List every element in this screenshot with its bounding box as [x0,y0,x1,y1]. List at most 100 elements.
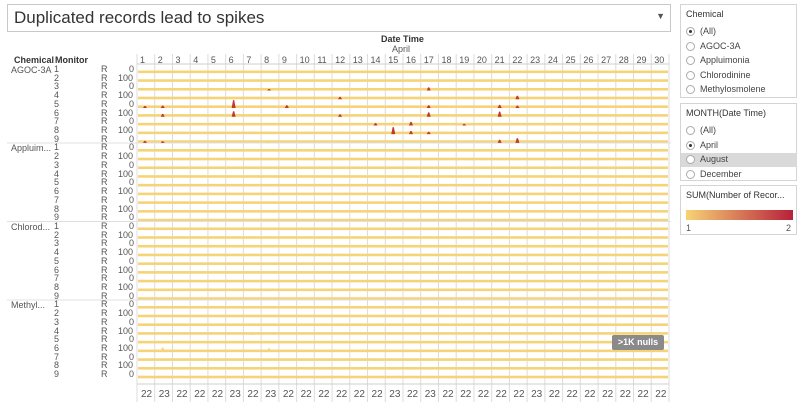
radio-icon[interactable] [686,169,695,179]
radio-icon[interactable] [686,70,695,80]
spike-mark [408,121,413,126]
nulls-indicator[interactable]: >1K nulls [612,335,664,350]
spike-mark [231,100,236,108]
month-filter-title: MONTH(Date Time) [686,108,767,118]
monitor-label: 3 [54,159,60,170]
chevron-down-icon[interactable]: ▼ [656,11,665,21]
day-label: 26 [583,55,594,65]
monitor-band [138,140,668,143]
radio-icon[interactable] [686,155,695,164]
axis-tick: 100 [118,151,134,162]
monitor-band [138,192,668,196]
axis-tick: 100 [118,168,134,179]
month-option[interactable]: August [681,153,797,167]
monitor-band [138,183,668,187]
hour-label: 22 [353,389,365,400]
monitor-label: 1 [54,299,60,310]
chemical-option-label: AGOC-3A [700,40,741,51]
hour-label: 22 [211,389,224,400]
monitor-label: 6 [54,186,60,197]
hour-label: 22 [655,389,667,400]
month-option[interactable]: December [681,168,797,182]
monitor-label: 4 [54,325,60,336]
row-label: R [101,308,108,319]
row-label: R [101,186,108,197]
monitor-label: 8 [54,360,60,371]
spike-mark [267,140,272,143]
monitor-label: 3 [54,316,60,327]
axis-tick: 100 [118,264,134,275]
day-label: 27 [601,55,612,65]
month-option-label: April [700,139,719,150]
day-label: 18 [441,55,452,65]
chemical-label: AGOC-3A [11,65,52,75]
spike-mark [196,263,201,265]
row-label: R [101,212,108,223]
radio-icon[interactable] [686,56,695,65]
hour-label: 23 [424,389,436,400]
chemical-option[interactable]: (All) [681,25,797,39]
radio-icon[interactable] [686,85,695,94]
hour-label: 22 [602,389,614,400]
radio-icon[interactable] [686,41,695,51]
hour-label: 22 [194,389,206,400]
axis-tick: 0 [129,316,135,327]
month-option[interactable]: April [681,139,797,153]
month-option[interactable]: (All) [681,124,797,138]
axis-tick: 0 [129,220,135,231]
hour-label: 22 [407,389,419,400]
monitor-label: 5 [54,334,60,345]
spike-mark [391,368,396,370]
row-label: R [101,273,108,284]
monitor-band [138,70,668,74]
row-label: R [101,247,108,258]
axis-tick: 100 [118,360,134,371]
monitor-label: 6 [54,264,60,275]
monitor-band [138,367,668,370]
spike-mark [568,115,573,117]
hour-label: 22 [176,389,188,400]
day-label: 30 [654,55,665,65]
spike-mark [142,140,147,143]
spike-mark [160,141,165,143]
chemical-option[interactable]: Methylosmolene [681,83,797,97]
row-label: R [101,194,108,205]
chart-area: Chemical Monitor Date Time April 1 22 2 23 3 22 4 2… [7,34,671,406]
monitor-header: Monitor [55,55,88,65]
axis-tick: 0 [129,142,135,153]
day-label: 17 [423,55,434,65]
monitor-band [138,210,668,213]
chemical-option[interactable]: Chlorodinine [681,69,797,83]
monitor-label: 7 [54,273,60,284]
chemical-option[interactable]: Appluimonia [681,54,797,68]
radio-icon[interactable] [686,140,695,150]
title-bar[interactable]: Duplicated records lead to spikes ▼ [7,4,671,32]
monitor-band [138,227,668,231]
row-label: R [101,334,108,345]
chemical-filter-card: Chemical (All) AGOC-3A Appluimonia Chlorodi… [680,4,797,98]
row-label: R [101,151,108,162]
axis-tick: 0 [129,159,135,170]
chemical-option[interactable]: AGOC-3A [681,40,797,54]
row-label: R [101,116,108,127]
monitor-band [138,305,668,309]
monitor-band [138,218,668,222]
hour-label: 22 [282,389,294,400]
spike-mark [515,105,520,108]
axis-tick: 0 [129,212,135,223]
monitor-band [138,122,668,126]
row-label: R [101,168,108,179]
month-option-label: August [700,154,729,164]
row-label: R [101,282,108,292]
radio-icon[interactable] [686,27,695,36]
spike-mark [231,111,236,117]
spike-mark [391,127,396,135]
radio-icon[interactable] [686,126,695,135]
spike-mark [142,106,147,108]
spike-mark [338,324,343,326]
day-label: 25 [565,55,576,65]
hour-label: 22 [619,389,631,400]
spike-mark [462,359,467,361]
axis-tick: 100 [118,325,134,336]
axis-tick: 0 [129,255,135,266]
